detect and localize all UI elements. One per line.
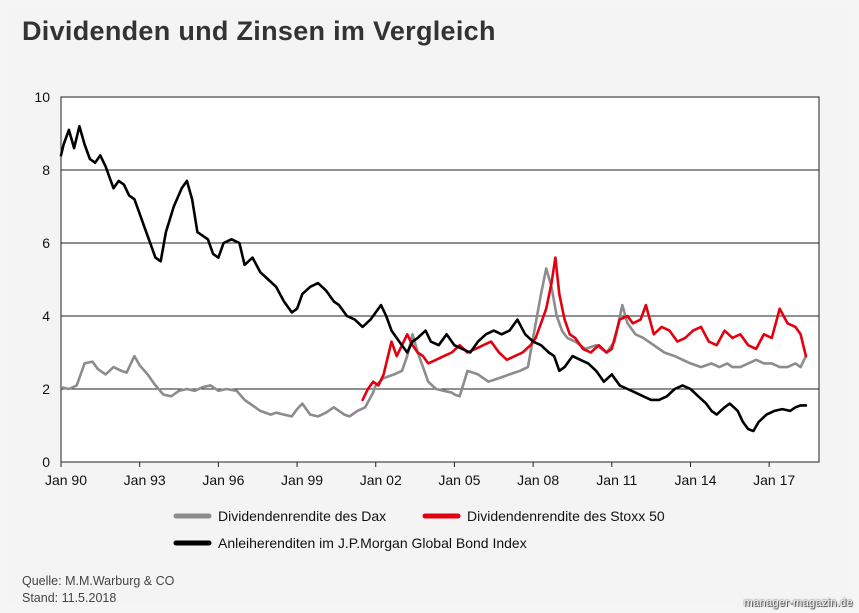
x-tick-label: Jan 11 <box>596 472 637 488</box>
date-note: Stand: 11.5.2018 <box>22 591 117 605</box>
x-tick-label: Jan 90 <box>45 472 87 488</box>
bond-yield-line <box>59 124 808 433</box>
legend-label: Dividendenrendite des Stoxx 50 <box>467 508 665 524</box>
legend-bond: Anleiherenditen im J.P.Morgan Global Bon… <box>173 535 527 551</box>
source-note: Quelle: M.M.Warburg & CO <box>22 574 175 588</box>
y-tick-label: 0 <box>42 454 50 470</box>
legend-label: Dividendenrendite des Dax <box>218 508 386 524</box>
x-tick-label: Jan 02 <box>360 472 402 488</box>
x-tick-label: Jan 08 <box>517 472 559 488</box>
legend-label: Anleiherenditen im J.P.Morgan Global Bon… <box>218 535 527 551</box>
series-lines <box>59 124 808 433</box>
chart-title: Dividenden und Zinsen im Vergleich <box>22 16 496 46</box>
y-tick-label: 6 <box>42 235 50 251</box>
x-tick-label: Jan 96 <box>202 472 244 488</box>
plot-area <box>60 96 820 463</box>
x-tick-label: Jan 99 <box>281 472 323 488</box>
watermark: manager-magazin.de <box>743 597 853 609</box>
dax-dividend-line <box>59 267 808 418</box>
x-tick-label: Jan 05 <box>438 472 480 488</box>
x-tick-label: Jan 14 <box>674 472 716 488</box>
y-tick-label: 10 <box>34 89 50 105</box>
y-tick-label: 4 <box>42 308 50 324</box>
y-tick-label: 8 <box>42 162 50 178</box>
x-tick-label: Jan 93 <box>124 472 166 488</box>
y-tick-label: 2 <box>42 381 50 397</box>
legend: Dividendenrendite des Dax Dividendenrendi… <box>173 508 665 551</box>
legend-stoxx: Dividendenrendite des Stoxx 50 <box>422 508 665 524</box>
axis-labels: 0 2 4 6 8 10 Jan 90 Jan 93 Jan 96 Jan 99 Jan 02 Jan… <box>34 89 795 488</box>
legend-dax: Dividendenrendite des Dax <box>173 508 386 524</box>
stoxx-dividend-line <box>361 256 808 402</box>
x-tick-label: Jan 17 <box>753 472 795 488</box>
